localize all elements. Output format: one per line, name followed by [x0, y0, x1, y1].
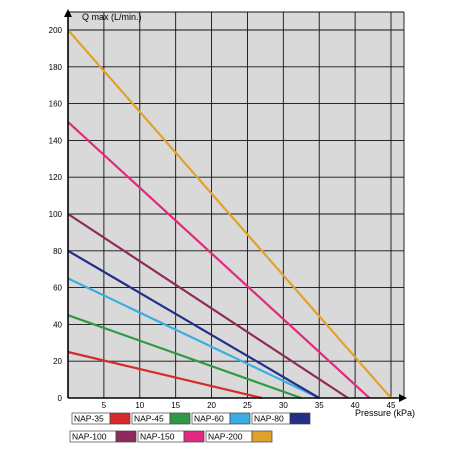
legend-label: NAP-150 — [140, 432, 175, 442]
x-tick-label: 40 — [351, 401, 360, 410]
y-tick-label: 200 — [49, 26, 63, 35]
y-axis-title: Q max (L/min.) — [82, 12, 142, 22]
y-tick-label: 0 — [58, 394, 63, 403]
legend-item-nap-200: NAP-200 — [205, 430, 273, 443]
series-line-nap-80 — [67, 249, 320, 399]
plot-background — [68, 12, 404, 398]
series-line-nap-150 — [67, 121, 371, 399]
x-axis-title: Pressure (kPa) — [355, 408, 415, 418]
y-tick-label: 60 — [53, 284, 62, 293]
legend-label: NAP-200 — [208, 432, 243, 442]
x-tick-label: 15 — [171, 401, 180, 410]
legend-swatch — [183, 430, 205, 443]
legend-label: NAP-60 — [194, 414, 224, 424]
y-tick-label: 140 — [49, 136, 63, 145]
axes — [64, 9, 407, 402]
y-tick-label: 120 — [49, 173, 63, 182]
legend-item-nap-60: NAP-60 — [191, 412, 251, 425]
y-tick-label: 40 — [53, 320, 62, 329]
x-tick-label: 35 — [315, 401, 324, 410]
legend-swatch — [251, 430, 273, 443]
series-line-nap-200 — [67, 29, 392, 399]
legend: NAP-35 NAP-45 NAP-60 NAP-80 NAP-100 NAP-150 NA… — [69, 412, 311, 443]
x-tick-label: 5 — [102, 401, 107, 410]
legend-swatch — [169, 412, 191, 425]
legend-item-nap-150: NAP-150 — [137, 430, 205, 443]
y-tick-label: 100 — [49, 210, 63, 219]
y-axis-arrow — [64, 9, 72, 17]
legend-swatch — [109, 412, 131, 425]
series-line-nap-100 — [67, 213, 349, 399]
legend-item-nap-80: NAP-80 — [251, 412, 311, 425]
legend-swatch — [229, 412, 251, 425]
legend-swatch — [289, 412, 311, 425]
legend-label: NAP-45 — [134, 414, 164, 424]
legend-item-nap-35: NAP-35 — [71, 412, 131, 425]
series-lines — [67, 29, 392, 400]
series-line-nap-45 — [67, 314, 302, 400]
y-tick-label: 180 — [49, 63, 63, 72]
x-tick-labels: 5 10 15 20 25 30 35 40 45 — [102, 401, 396, 410]
series-line-nap-35 — [67, 350, 263, 400]
x-tick-label: 45 — [387, 401, 396, 410]
legend-item-nap-100: NAP-100 — [69, 430, 137, 443]
legend-swatch — [115, 430, 137, 443]
x-axis-arrow — [399, 394, 407, 402]
x-tick-label: 30 — [279, 401, 288, 410]
x-tick-label: 25 — [243, 401, 252, 410]
legend-label: NAP-35 — [74, 414, 104, 424]
y-tick-label: 80 — [53, 247, 62, 256]
legend-label: NAP-100 — [72, 432, 107, 442]
y-tick-labels: 0 20 40 60 80 100 120 140 160 180 200 — [49, 26, 63, 403]
series-line-nap-60 — [67, 277, 320, 399]
x-tick-label: 10 — [135, 401, 144, 410]
x-tick-label: 20 — [207, 401, 216, 410]
y-tick-label: 160 — [49, 100, 63, 109]
legend-item-nap-45: NAP-45 — [131, 412, 191, 425]
grid — [68, 11, 405, 399]
legend-label: NAP-80 — [254, 414, 284, 424]
y-tick-label: 20 — [53, 357, 62, 366]
